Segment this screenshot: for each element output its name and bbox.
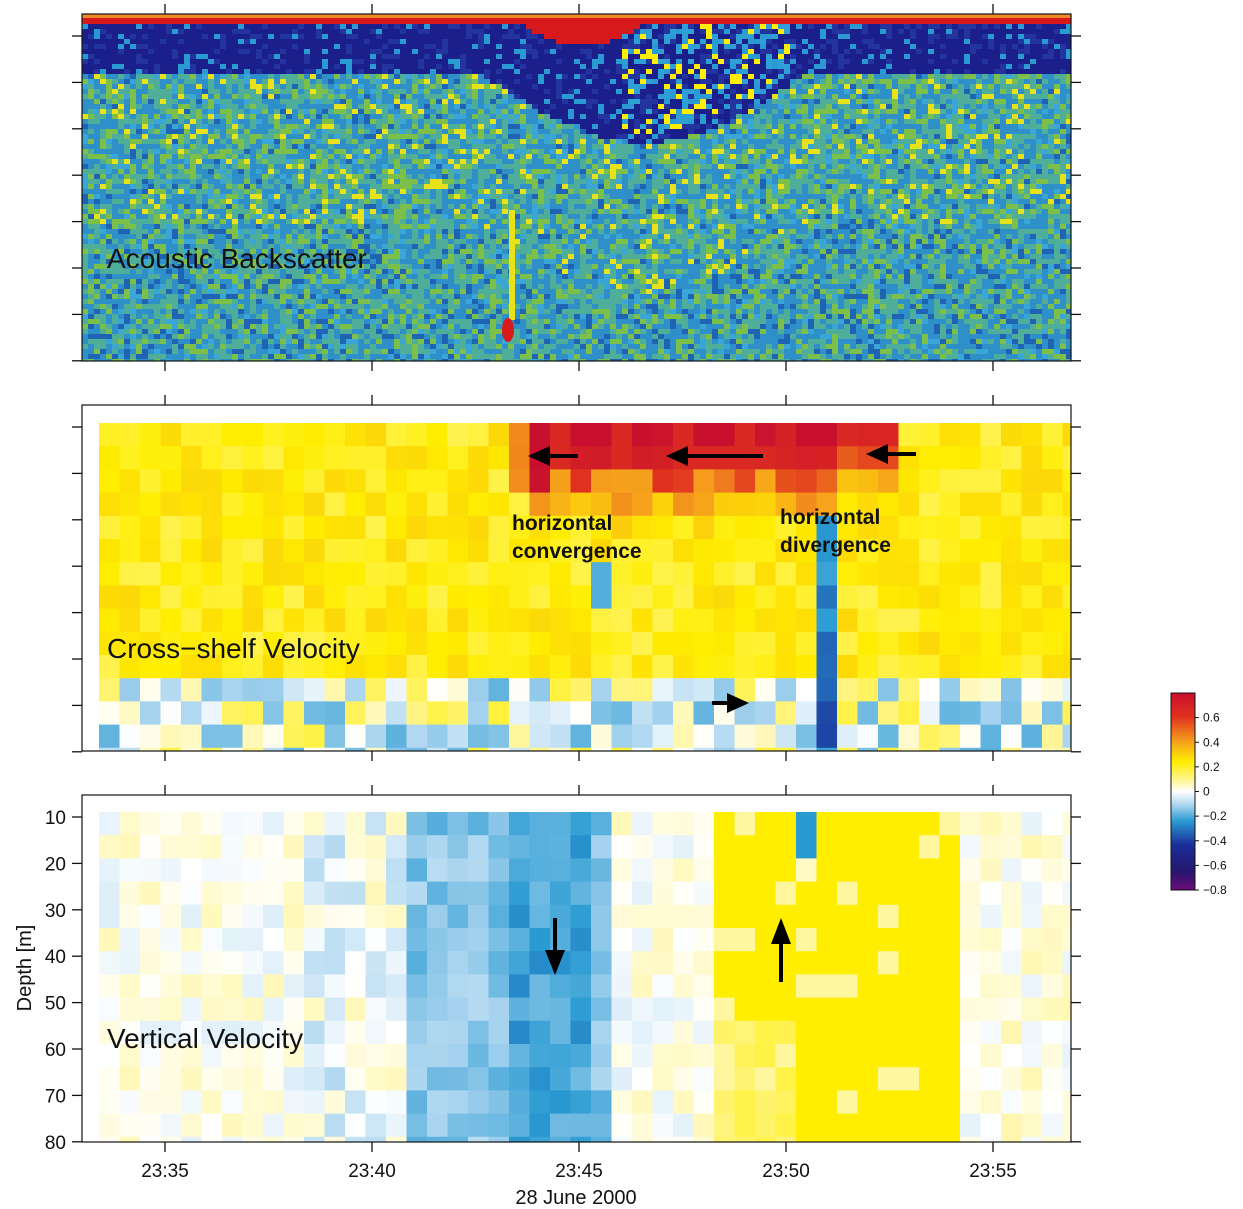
vertical-heatmap	[82, 795, 1071, 1142]
colorbar-label-1: 0.4	[1203, 735, 1220, 749]
y-tick-label-40: 40	[45, 947, 66, 968]
cross-shelf-ticks	[72, 395, 1081, 761]
backscatter-frame	[81, 13, 1072, 362]
flow-arrow-left-2	[666, 446, 763, 466]
time-tick-labels: 23:35 23:40 23:45 23:50 23:55	[141, 1161, 1017, 1182]
flow-arrow-up	[771, 918, 791, 982]
backscatter-label: Acoustic Backscatter	[107, 243, 367, 274]
y-tick-label-20: 20	[45, 854, 66, 875]
convergence-annotation-line2: convergence	[512, 540, 642, 563]
colorbar: 0.6 0.4 0.2 0 −0.2 −0.4 −0.6 −0.8	[1170, 692, 1227, 897]
colorbar-label-6: −0.6	[1203, 858, 1227, 872]
y-tick-label-50: 50	[45, 994, 66, 1015]
y-tick-label-30: 30	[45, 901, 66, 922]
colorbar-label-4: −0.2	[1203, 809, 1227, 823]
cross-shelf-panel: Cross−shelf Velocity horizontal converge…	[72, 395, 1081, 761]
x-tick-label-4: 23:55	[969, 1161, 1017, 1182]
y-axis-label: Depth [m]	[14, 925, 36, 1012]
divergence-annotation-line2: divergence	[780, 534, 891, 557]
cross-shelf-heatmap	[82, 405, 1071, 751]
x-tick-label-3: 23:50	[762, 1161, 810, 1182]
y-tick-label-10: 10	[45, 808, 66, 829]
flow-arrow-right	[712, 693, 749, 713]
convergence-annotation-line1: horizontal	[512, 512, 612, 535]
y-tick-label-60: 60	[45, 1040, 66, 1061]
depth-tick-labels: 10 20 30 40 50 60 70 80	[45, 808, 66, 1154]
divergence-annotation-line1: horizontal	[780, 506, 880, 529]
x-axis-label: 28 June 2000	[515, 1187, 636, 1209]
cross-shelf-label: Cross−shelf Velocity	[107, 633, 360, 664]
vertical-frame	[81, 794, 1072, 1143]
vertical-label: Vertical Velocity	[107, 1023, 303, 1054]
x-tick-label-1: 23:40	[348, 1161, 396, 1182]
backscatter-ticks	[72, 4, 1081, 371]
backscatter-panel: Acoustic Backscatter	[72, 4, 1081, 371]
y-tick-label-80: 80	[45, 1133, 66, 1154]
y-tick-label-70: 70	[45, 1086, 66, 1107]
colorbar-label-7: −0.8	[1203, 883, 1227, 897]
colorbar-label-0: 0.6	[1203, 711, 1220, 725]
colorbar-ticks: 0.6 0.4 0.2 0 −0.2 −0.4 −0.6 −0.8	[1195, 711, 1227, 897]
flow-arrow-down	[545, 918, 565, 975]
colorbar-gradient	[1170, 692, 1196, 891]
vertical-ticks	[72, 785, 1081, 1152]
x-tick-label-2: 23:45	[555, 1161, 603, 1182]
colorbar-label-5: −0.4	[1203, 834, 1227, 848]
flow-arrow-left-3	[866, 444, 916, 464]
backscatter-heatmap	[82, 14, 1071, 361]
colorbar-label-3: 0	[1203, 785, 1210, 799]
cross-shelf-frame	[81, 404, 1072, 752]
x-tick-label-0: 23:35	[141, 1161, 189, 1182]
flow-arrow-left-1	[528, 446, 578, 466]
vertical-panel: Vertical Velocity 10 20 30 40 50 60 70 80 Depth…	[14, 785, 1081, 1209]
colorbar-label-2: 0.2	[1203, 760, 1220, 774]
